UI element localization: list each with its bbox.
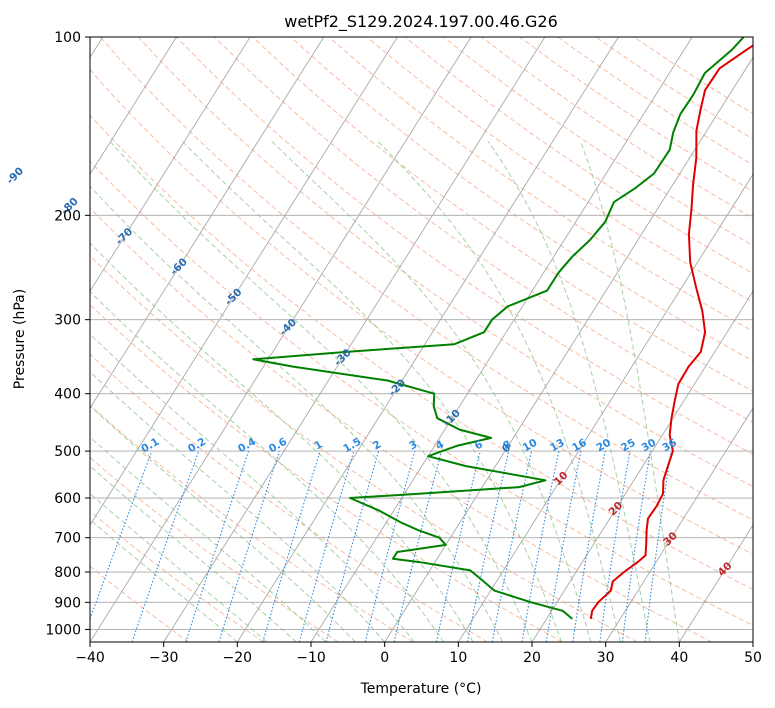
dry-adiabat bbox=[90, 456, 339, 642]
x-tick-label: −30 bbox=[149, 650, 179, 666]
dry-adiabat bbox=[90, 160, 753, 627]
isotherm-line bbox=[163, 37, 546, 642]
temperature-profile-line bbox=[589, 44, 753, 620]
mixing-ratio-line bbox=[364, 450, 416, 642]
dry-adiabat bbox=[90, 207, 712, 642]
dry-adiabat bbox=[252, 37, 753, 392]
dry-adiabat bbox=[90, 68, 753, 555]
x-tick-label: 0 bbox=[380, 650, 389, 666]
mixing-ratio-line bbox=[325, 450, 380, 642]
x-tick-label: 30 bbox=[597, 650, 615, 666]
x-tick-label: 10 bbox=[449, 650, 467, 666]
dry-adiabat bbox=[90, 303, 563, 642]
x-tick-label: −20 bbox=[223, 650, 253, 666]
y-tick-label: 500 bbox=[54, 444, 81, 460]
mixing-ratio-line bbox=[491, 450, 533, 642]
mixing-ratio-line bbox=[218, 450, 281, 642]
mixing-ratio-line bbox=[466, 450, 510, 642]
x-axis: −40 −30 −20 −10 0 10 20 30 40 50 bbox=[75, 642, 762, 666]
dry-adiabat bbox=[99, 37, 753, 521]
isotherm-line bbox=[457, 173, 753, 642]
isotherm-line bbox=[90, 37, 177, 176]
mixing-ratio-line bbox=[393, 450, 442, 642]
mixing-ratio-line bbox=[262, 450, 321, 642]
y-axis-label: Pressure (hPa) bbox=[12, 289, 28, 389]
mixing-ratio-labels: 0.1 0.2 0.4 0.6 1 1.5 2 3 4 6 8 10 13 16 20 25 30 36 bbox=[139, 436, 679, 456]
y-tick-label: 600 bbox=[54, 491, 81, 507]
y-tick-label: 1000 bbox=[45, 622, 81, 638]
dry-adiabat bbox=[137, 37, 753, 488]
y-axis: 100 200 300 400 500 600 700 800 900 1000 bbox=[45, 30, 90, 638]
y-tick-label: 200 bbox=[54, 208, 81, 224]
dry-adiabat bbox=[90, 353, 488, 642]
isotherm-line bbox=[384, 56, 753, 642]
isotherm-line bbox=[90, 37, 325, 409]
mixing-ratio-line bbox=[298, 450, 355, 642]
mixing-ratio-line bbox=[435, 450, 481, 642]
plot-frame bbox=[89, 36, 754, 643]
y-tick-label: 900 bbox=[54, 595, 81, 611]
isotherm-line bbox=[90, 37, 251, 293]
y-tick-label: 400 bbox=[54, 387, 81, 403]
isotherm-line bbox=[310, 37, 693, 642]
x-axis-label: Temperature (°C) bbox=[360, 681, 482, 697]
y-tick-label: 700 bbox=[54, 531, 81, 547]
y-tick-label: 100 bbox=[54, 30, 81, 46]
dry-adiabat bbox=[90, 255, 638, 642]
dewpoint-profile-line bbox=[252, 37, 745, 620]
mixing-ratio-line bbox=[185, 450, 250, 642]
isotherm-line bbox=[236, 37, 619, 642]
dry-adiabat bbox=[90, 510, 264, 642]
y-tick-label: 300 bbox=[54, 313, 81, 329]
isotherm-line bbox=[605, 407, 753, 642]
isotherm-line bbox=[90, 37, 398, 526]
x-tick-label: 20 bbox=[523, 650, 541, 666]
isotherm-line bbox=[531, 290, 753, 642]
y-tick-label: 800 bbox=[54, 565, 81, 581]
chart-title: wetPf2_S129.2024.197.00.46.G26 bbox=[284, 12, 558, 32]
mixing-ratio-line bbox=[131, 450, 200, 642]
x-tick-label: 40 bbox=[670, 650, 688, 666]
x-tick-label: −40 bbox=[75, 650, 105, 666]
isotherm-line bbox=[90, 37, 472, 642]
dry-adiabat bbox=[90, 114, 753, 590]
series-layer bbox=[252, 37, 753, 620]
dry-adiabat bbox=[290, 37, 753, 362]
plot-area: -100-90-80-70-60-50-40-30-20-10010203040… bbox=[4, 36, 754, 643]
dry-adiabat bbox=[328, 37, 753, 332]
x-tick-label: 50 bbox=[744, 650, 762, 666]
x-tick-label: −10 bbox=[296, 650, 326, 666]
isotherm-line bbox=[678, 524, 753, 642]
